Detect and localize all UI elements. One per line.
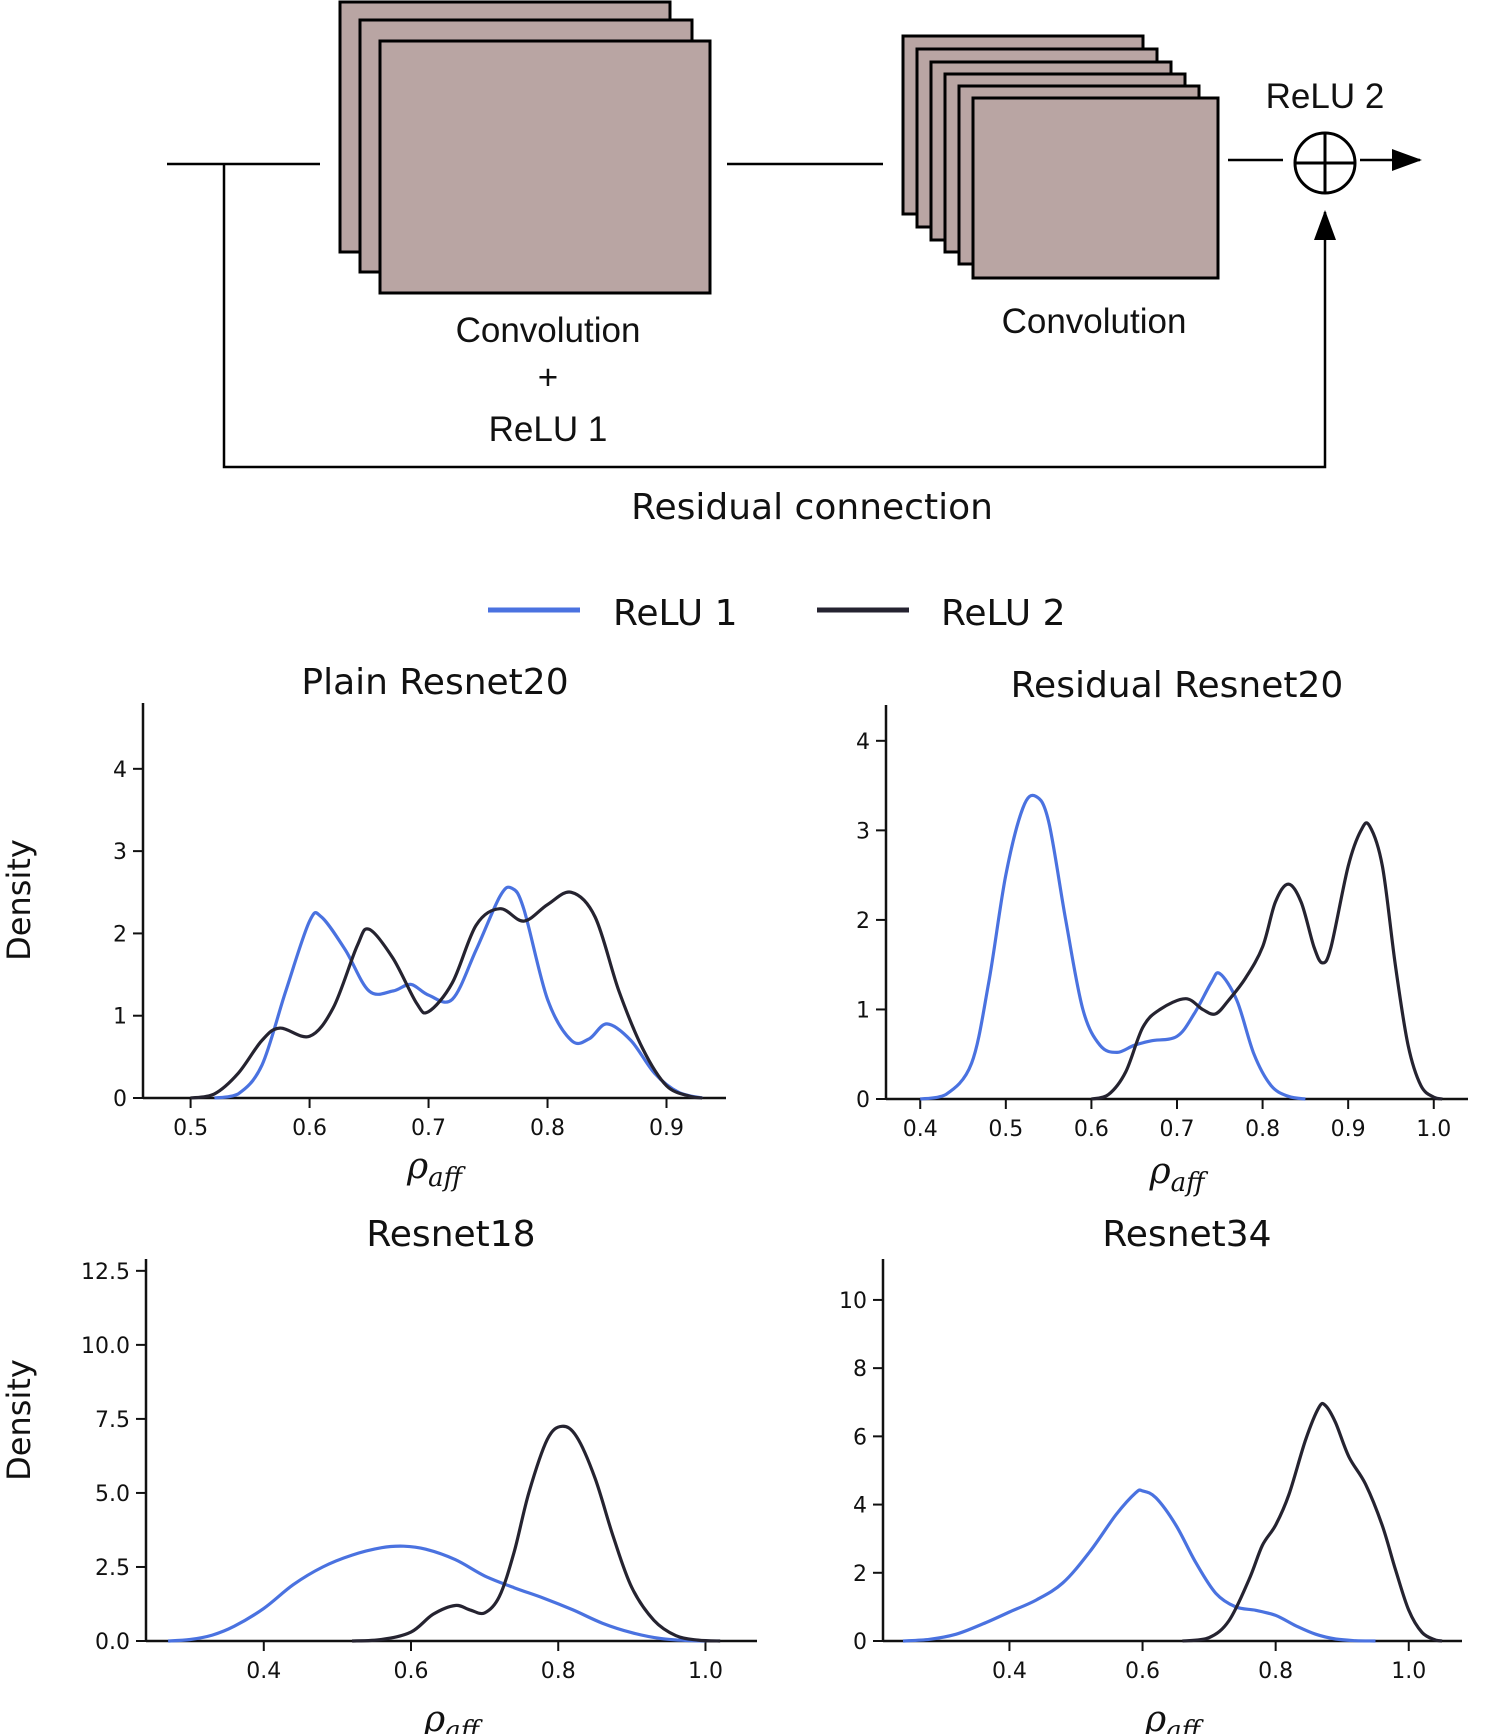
x-tick-label: 0.6: [292, 1116, 327, 1141]
y-tick-label: 5.0: [95, 1482, 130, 1507]
x-axis-label: ρaff: [406, 1146, 467, 1193]
x-tick-label: 1.0: [1391, 1659, 1426, 1684]
residual-connection-label: Residual connection: [631, 487, 993, 528]
series-line-relu2: [352, 1424, 721, 1643]
chart-residual-resnet20: Residual Resnet20 0.4 0.5 0.6 0.7 0.8 0.9 1.0 0 1…: [856, 665, 1468, 1198]
block1-label-line3: ReLU 1: [489, 410, 608, 449]
y-tick-label: 4: [853, 1494, 867, 1519]
series-line-relu2: [190, 890, 703, 1100]
y-tick-label: 0: [853, 1630, 867, 1655]
x-axis-label-sub: aff: [1171, 1168, 1210, 1198]
y-tick-label: 1: [113, 1005, 127, 1030]
series-line-relu2: [1091, 821, 1443, 1101]
y-axis-label: Density: [0, 839, 38, 961]
feature-map: [378, 39, 712, 295]
chart-plain-resnet20: Plain Resnet20 0.5 0.6 0.7 0.8 0.9 0 1 2 3 4 ρaff De…: [0, 662, 726, 1193]
x-tick-label: 1.0: [1416, 1117, 1451, 1142]
x-axis-label: ρaff: [423, 1699, 484, 1734]
y-tick-label: 3: [113, 840, 127, 865]
x-tick-label: 0.4: [903, 1117, 938, 1142]
conv-block: [901, 34, 1220, 280]
y-axis-label: Density: [0, 1359, 38, 1481]
x-tick-label: 0.4: [246, 1659, 281, 1684]
y-tick-label: 12.5: [81, 1260, 130, 1285]
block1-label-line2: +: [538, 358, 558, 397]
legend: ReLU 1 ReLU 2: [488, 593, 1066, 634]
block2-label: Convolution: [1002, 302, 1187, 341]
x-tick-label: 1.0: [688, 1659, 723, 1684]
x-axis-label-sub: aff: [445, 1716, 484, 1734]
y-tick-label: 4: [113, 758, 127, 783]
x-tick-label: 0.9: [649, 1116, 684, 1141]
series-line-relu1: [214, 885, 703, 1100]
x-tick-label: 0.4: [992, 1659, 1027, 1684]
x-axis-label: ρaff: [1148, 1151, 1209, 1198]
x-axis-label-main: ρ: [1144, 1699, 1166, 1734]
x-axis-label-sub: aff: [1166, 1716, 1205, 1734]
series-line-relu2: [1182, 1401, 1443, 1643]
x-axis-label-sub: aff: [428, 1163, 467, 1193]
y-tick-label: 6: [853, 1425, 867, 1450]
y-tick-label: 4: [856, 730, 870, 755]
chart-title: Residual Resnet20: [1011, 665, 1344, 706]
x-tick-label: 0.7: [411, 1116, 446, 1141]
residual-block-diagram: Convolution + ReLU 1 Convolution ReLU 2 …: [167, 0, 1422, 528]
x-axis-label: ρaff: [1144, 1699, 1205, 1734]
chart-title: Resnet34: [1102, 1214, 1271, 1255]
y-tick-label: 2: [856, 909, 870, 934]
chart-title: Plain Resnet20: [301, 662, 568, 703]
y-tick-label: 2.5: [95, 1556, 130, 1581]
y-tick-label: 8: [853, 1357, 867, 1382]
x-tick-label: 0.7: [1160, 1117, 1195, 1142]
x-axis-label-main: ρ: [1148, 1151, 1170, 1192]
x-tick-label: 0.6: [1074, 1117, 1109, 1142]
x-tick-label: 0.8: [1258, 1659, 1293, 1684]
chart-resnet34: Resnet34 0.4 0.6 0.8 1.0 0 2 4 6 8 10 ρaff: [839, 1214, 1462, 1734]
x-tick-label: 0.8: [541, 1659, 576, 1684]
x-tick-label: 0.5: [173, 1116, 208, 1141]
y-tick-label: 0.0: [95, 1630, 130, 1655]
y-tick-label: 3: [856, 819, 870, 844]
x-axis-label-main: ρ: [423, 1699, 445, 1734]
feature-map: [971, 96, 1220, 280]
y-tick-label: 2: [113, 922, 127, 947]
x-tick-label: 0.5: [988, 1117, 1023, 1142]
chart-title: Resnet18: [366, 1214, 535, 1255]
block1-label-line1: Convolution: [456, 311, 641, 350]
add-operator-icon: [1293, 131, 1357, 195]
x-tick-label: 0.6: [394, 1659, 429, 1684]
legend-label-relu2: ReLU 2: [941, 593, 1066, 634]
x-tick-label: 0.8: [530, 1116, 565, 1141]
conv-relu-block: [338, 0, 712, 295]
series-line-relu1: [919, 793, 1306, 1101]
series-line-relu1: [168, 1544, 706, 1643]
series-line-relu1: [902, 1488, 1376, 1643]
x-tick-label: 0.9: [1331, 1117, 1366, 1142]
y-tick-label: 0: [113, 1087, 127, 1112]
residual-connection-path: [222, 164, 1327, 469]
legend-label-relu1: ReLU 1: [613, 593, 738, 634]
x-axis-label-main: ρ: [406, 1146, 428, 1187]
y-tick-label: 2: [853, 1562, 867, 1587]
x-tick-label: 0.6: [1125, 1659, 1160, 1684]
y-tick-label: 10.0: [81, 1334, 130, 1359]
chart-resnet18: Resnet18 0.4 0.6 0.8 1.0 0.0 2.5 5.0 7.5 10.0 12.5…: [0, 1214, 757, 1734]
x-tick-label: 0.8: [1245, 1117, 1280, 1142]
y-tick-label: 10: [839, 1289, 867, 1314]
y-tick-label: 1: [856, 998, 870, 1023]
y-tick-label: 7.5: [95, 1408, 130, 1433]
y-tick-label: 0: [856, 1088, 870, 1113]
relu2-label: ReLU 2: [1266, 77, 1385, 116]
